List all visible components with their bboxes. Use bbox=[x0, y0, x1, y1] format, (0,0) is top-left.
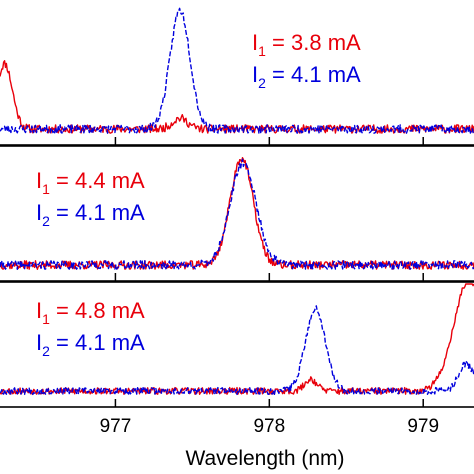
panel-frame-top bbox=[0, 144, 474, 146]
x-axis-label: Wavelength (nm) bbox=[185, 447, 344, 470]
panel-top: I1 = 3.8 mA I2 = 4.1 mA bbox=[0, 7, 474, 146]
panel-middle: I1 = 4.4 mA I2 = 4.1 mA bbox=[0, 145, 474, 282]
tick-label-978: 978 bbox=[253, 416, 285, 437]
series-i2-top bbox=[0, 7, 474, 134]
panel-frame-middle bbox=[0, 145, 474, 282]
series-i2-bottom bbox=[0, 305, 474, 396]
panel-bottom: I1 = 4.8 mA I2 = 4.1 mA bbox=[0, 281, 474, 408]
annotation-top-2: I2 = 4.1 mA bbox=[252, 62, 361, 91]
annotation-top-1: I1 = 3.8 mA bbox=[252, 30, 361, 59]
annotation-middle-1: I1 = 4.4 mA bbox=[36, 168, 145, 197]
x-axis: 977 978 979 bbox=[100, 416, 439, 437]
panels-group: I1 = 3.8 mA I2 = 4.1 mA I1 = 4.4 mA I2 = 4.… bbox=[0, 7, 474, 408]
annotation-bottom-1: I1 = 4.8 mA bbox=[36, 298, 145, 327]
series-i1-top bbox=[0, 60, 474, 134]
annotation-bottom-2: I2 = 4.1 mA bbox=[36, 330, 145, 359]
series-i2-middle bbox=[0, 158, 474, 270]
tick-label-979: 979 bbox=[407, 416, 439, 437]
annotation-middle-2: I2 = 4.1 mA bbox=[36, 200, 145, 229]
panel-frame-bottom bbox=[0, 281, 474, 408]
tick-label-977: 977 bbox=[100, 416, 132, 437]
